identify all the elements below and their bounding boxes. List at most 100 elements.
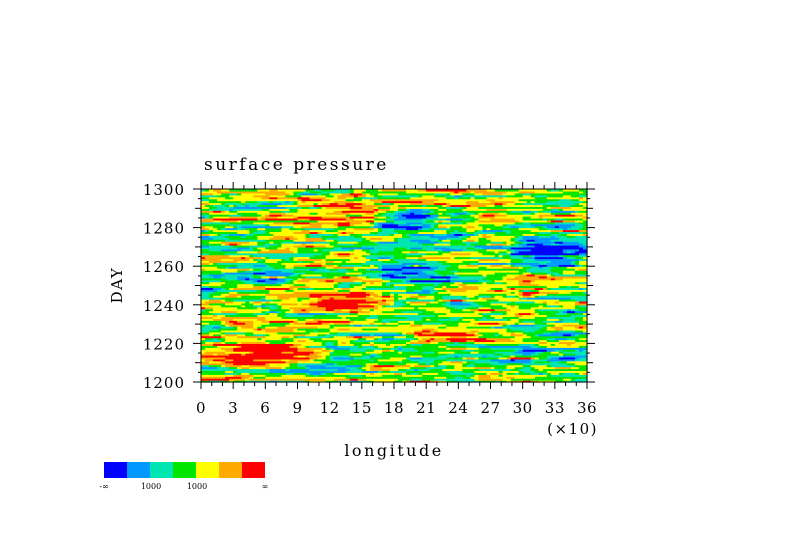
heatmap-cell	[398, 316, 403, 319]
heatmap-cell	[341, 281, 347, 285]
heatmap-cell	[297, 318, 303, 321]
heatmap-cell	[438, 358, 443, 362]
heatmap-cell	[426, 333, 431, 337]
heatmap-cell	[398, 339, 403, 343]
heatmap-cell	[381, 380, 387, 383]
heatmap-cell	[438, 306, 443, 310]
heatmap-cell	[470, 341, 476, 344]
heatmap-cell	[337, 368, 343, 372]
heatmap-cell	[273, 283, 278, 287]
heatmap-cell	[578, 316, 584, 319]
heatmap-cell	[534, 326, 540, 329]
heatmap-cell	[241, 324, 246, 327]
heatmap-cell	[450, 322, 455, 325]
heatmap-cell	[398, 380, 403, 383]
heatmap-cell	[550, 358, 556, 362]
heatmap-cell	[337, 324, 343, 327]
heatmap-cell	[237, 364, 242, 368]
heatmap-cell	[305, 281, 311, 285]
heatmap-cell	[406, 380, 411, 383]
heatmap-cell	[389, 356, 395, 360]
heatmap-cell	[233, 343, 238, 346]
heatmap-cell	[289, 299, 295, 302]
heatmap-cell	[410, 289, 415, 292]
heatmap-cell	[217, 378, 222, 381]
heatmap-cell	[221, 283, 226, 287]
heatmap-cell	[241, 329, 246, 333]
heatmap-cell	[478, 318, 484, 321]
heatmap-cell	[249, 380, 254, 383]
heatmap-cell	[542, 320, 548, 323]
heatmap-cell	[578, 335, 584, 339]
heatmap-cell	[237, 285, 242, 289]
heatmap-cell	[201, 327, 206, 331]
heatmap-cell	[233, 299, 238, 302]
heatmap-cell	[482, 297, 488, 300]
heatmap-cell	[558, 364, 564, 368]
heatmap-cell	[534, 372, 540, 375]
heatmap-cell	[309, 295, 315, 298]
heatmap-cell	[410, 306, 415, 310]
heatmap-cell	[486, 289, 492, 292]
heatmap-cell	[225, 351, 230, 354]
heatmap-cell	[361, 356, 367, 360]
heatmap-cell	[265, 378, 270, 381]
heatmap-cell	[562, 335, 568, 339]
heatmap-cell	[289, 287, 295, 290]
heatmap-cell	[245, 331, 250, 335]
heatmap-cell	[506, 376, 512, 379]
heatmap-cell	[257, 343, 262, 346]
heatmap-cell	[353, 378, 359, 381]
heatmap-cell	[430, 297, 435, 300]
heatmap-cell	[538, 310, 544, 314]
heatmap-cell	[446, 374, 451, 377]
heatmap-cell	[434, 312, 439, 316]
heatmap-cell	[446, 295, 451, 298]
heatmap-cell	[570, 291, 576, 294]
heatmap-cell	[406, 326, 411, 329]
heatmap-cell	[361, 333, 367, 337]
heatmap-cell	[502, 299, 508, 302]
heatmap-cell	[522, 329, 528, 333]
heatmap-cell	[422, 329, 427, 333]
heatmap-cell	[394, 372, 399, 375]
heatmap-cell	[430, 310, 435, 314]
heatmap-cell	[506, 337, 512, 341]
heatmap-cell	[482, 366, 488, 370]
heatmap-cell	[377, 347, 383, 350]
heatmap-cell	[410, 302, 415, 306]
heatmap-cell	[550, 283, 556, 287]
heatmap-cell	[498, 374, 504, 377]
heatmap-cell	[297, 314, 303, 317]
heatmap-cell	[373, 380, 379, 383]
heatmap-cell	[526, 320, 532, 323]
heatmap-cell	[273, 318, 278, 321]
heatmap-cell	[442, 326, 447, 329]
heatmap-cell	[490, 299, 496, 302]
heatmap-cell	[305, 295, 311, 298]
heatmap-cell	[578, 327, 584, 331]
heatmap-cell	[261, 327, 266, 331]
heatmap-cell	[389, 337, 395, 341]
heatmap-cell	[321, 322, 327, 325]
heatmap-cell	[534, 378, 540, 381]
heatmap-cell	[389, 295, 395, 298]
heatmap-cell	[550, 287, 556, 290]
heatmap-cell	[353, 331, 359, 335]
heatmap-cell	[510, 291, 516, 294]
heatmap-cell	[205, 354, 210, 358]
heatmap-cell	[269, 333, 274, 337]
heatmap-cell	[434, 327, 439, 331]
heatmap-cell	[229, 306, 234, 310]
heatmap-cell	[237, 308, 242, 312]
heatmap-cell	[301, 341, 307, 344]
heatmap-cell	[398, 322, 403, 325]
heatmap-cell	[526, 281, 532, 285]
heatmap-cell	[261, 283, 266, 287]
heatmap-cell	[558, 329, 564, 333]
heatmap-cell	[321, 329, 327, 333]
heatmap-cell	[269, 291, 274, 294]
heatmap-cell	[530, 343, 536, 346]
heatmap-cell	[502, 374, 508, 377]
heatmap-cell	[522, 308, 528, 312]
